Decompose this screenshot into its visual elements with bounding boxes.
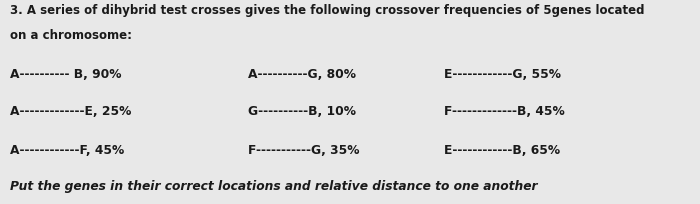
Text: F-------------B, 45%: F-------------B, 45% <box>444 104 566 117</box>
Text: F-----------G, 35%: F-----------G, 35% <box>248 143 360 156</box>
Text: E------------G, 55%: E------------G, 55% <box>444 67 561 80</box>
Text: E------------B, 65%: E------------B, 65% <box>444 143 561 156</box>
Text: G----------B, 10%: G----------B, 10% <box>248 104 356 117</box>
Text: A----------G, 80%: A----------G, 80% <box>248 67 356 80</box>
Text: 3. A series of dihybrid test crosses gives the following crossover frequencies o: 3. A series of dihybrid test crosses giv… <box>10 4 645 17</box>
Text: A-------------E, 25%: A-------------E, 25% <box>10 104 132 117</box>
Text: A------------F, 45%: A------------F, 45% <box>10 143 125 156</box>
Text: on a chromosome:: on a chromosome: <box>10 29 132 41</box>
Text: A---------- B, 90%: A---------- B, 90% <box>10 67 122 80</box>
Text: Put the genes in their correct locations and relative distance to one another: Put the genes in their correct locations… <box>10 180 538 192</box>
